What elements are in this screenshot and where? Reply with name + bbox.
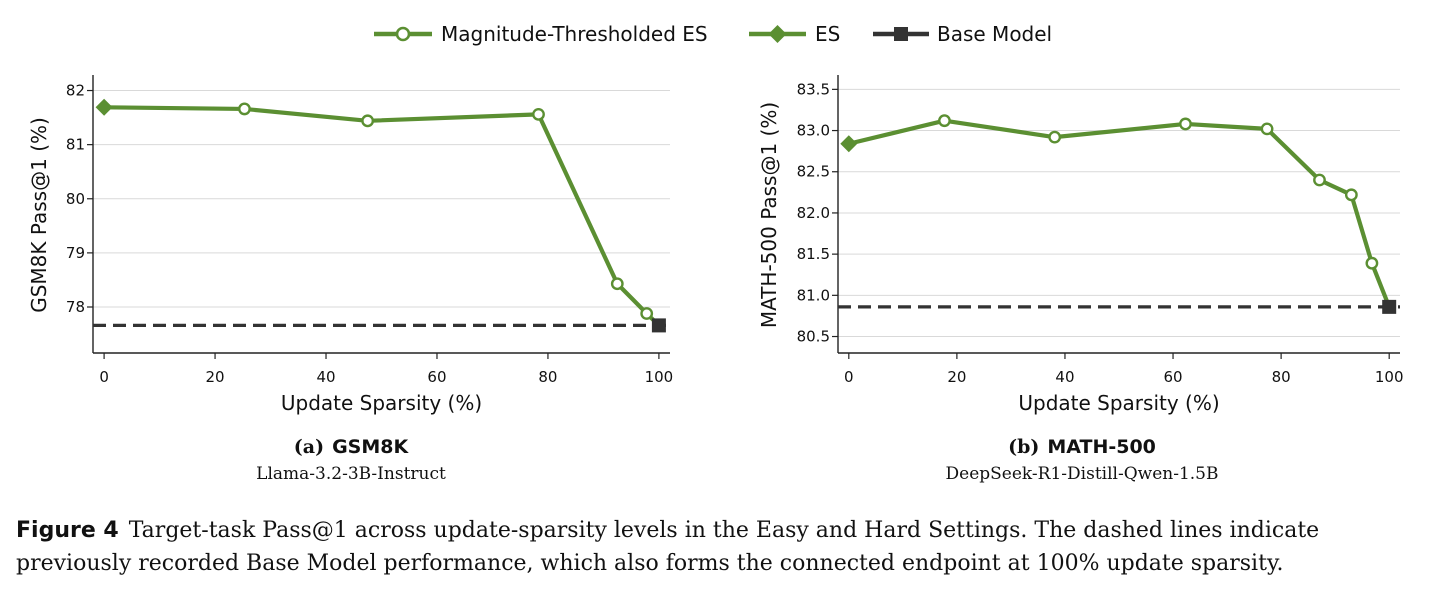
subcaption-tag: (a) xyxy=(294,436,324,458)
y-tick-label: 83.0 xyxy=(797,122,830,140)
y-tick-label: 78 xyxy=(66,298,85,316)
x-tick-label: 20 xyxy=(206,368,225,386)
data-point-base-model-square xyxy=(651,318,666,333)
chart-panel-2: 80.5 81.0 81.5 82.0 82.5 83.0 83.5 0 20 40 60 80 100… xyxy=(757,75,1404,484)
subcaption-tag: (b) xyxy=(1008,436,1039,458)
x-tick-label: 40 xyxy=(316,368,335,386)
data-point-open-circle xyxy=(238,102,251,116)
y-tick-label: 83.5 xyxy=(797,80,830,98)
data-point-open-circle xyxy=(640,307,654,320)
caption-text: Target-task Pass@1 across update-sparsit… xyxy=(16,518,1320,576)
data-point-open-circle xyxy=(1048,130,1062,144)
legend-open-circle-marker xyxy=(395,26,411,42)
figure-4: Magnitude-Thresholded ES ES Base Model 78 79… xyxy=(27,22,1404,484)
data-point-base-model-square xyxy=(1382,299,1397,314)
subcaption-title: (b) MATH-500 xyxy=(1008,436,1156,458)
x-tick-label: 0 xyxy=(844,368,854,386)
legend-item-3: Base Model xyxy=(873,22,1052,46)
x-axis-label: Update Sparsity (%) xyxy=(281,391,482,415)
subcaption-title: (a) GSM8K xyxy=(294,436,410,458)
y-tick-label: 81.5 xyxy=(797,245,830,263)
data-point-open-circle xyxy=(1260,122,1274,136)
legend-item-1: Magnitude-Thresholded ES xyxy=(374,22,708,46)
y-axis-label: GSM8K Pass@1 (%) xyxy=(27,117,51,313)
y-tick-label: 82.0 xyxy=(797,204,830,222)
y-tick-label: 80 xyxy=(66,190,85,208)
data-point-open-circle xyxy=(1313,173,1326,187)
x-tick-label: 100 xyxy=(645,368,674,386)
data-point-es-diamond xyxy=(95,98,113,116)
subcaption-model: Llama-3.2-3B-Instruct xyxy=(256,464,446,484)
y-axis-label: MATH-500 Pass@1 (%) xyxy=(757,102,781,328)
y-axis: 80.5 81.0 81.5 82.0 82.5 83.0 83.5 xyxy=(797,80,1400,346)
x-tick-label: 100 xyxy=(1375,368,1404,386)
y-tick-label: 81.0 xyxy=(797,286,830,304)
x-tick-label: 0 xyxy=(99,368,109,386)
x-axis: 0 20 40 60 80 100 xyxy=(844,353,1404,386)
series-line-magnitude-thresholded-es xyxy=(848,118,1392,308)
data-point-open-circle xyxy=(532,107,545,121)
x-axis: 0 20 40 60 80 100 xyxy=(99,353,673,386)
series-line-magnitude-thresholded-es xyxy=(104,105,661,327)
data-point-open-circle xyxy=(1365,256,1379,270)
chart-panel-1: 78 79 80 81 82 0 20 40 60 80 100 Update Sparsity (%… xyxy=(27,75,673,484)
data-point-es-diamond xyxy=(840,135,858,153)
x-tick-label: 80 xyxy=(1272,368,1291,386)
legend-label: Magnitude-Thresholded ES xyxy=(441,22,708,46)
y-tick-label: 82.5 xyxy=(797,163,830,181)
legend-label: Base Model xyxy=(937,22,1052,46)
data-point-open-circle xyxy=(938,114,951,128)
x-axis-label: Update Sparsity (%) xyxy=(1018,391,1219,415)
x-tick-label: 20 xyxy=(947,368,966,386)
data-point-open-circle xyxy=(361,114,375,128)
x-tick-label: 40 xyxy=(1055,368,1074,386)
y-tick-label: 80.5 xyxy=(797,328,830,346)
figure-caption: Figure 4 Target-task Pass@1 across update… xyxy=(16,514,1421,580)
y-axis: 78 79 80 81 82 xyxy=(66,82,670,316)
x-tick-label: 60 xyxy=(1163,368,1182,386)
caption-label: Figure 4 xyxy=(16,518,119,543)
data-point-open-circle xyxy=(1344,188,1358,202)
x-tick-label: 60 xyxy=(427,368,446,386)
x-tick-label: 80 xyxy=(538,368,557,386)
y-tick-label: 79 xyxy=(66,244,85,262)
subcaption-dataset: GSM8K xyxy=(332,436,409,458)
legend-square-marker xyxy=(894,27,908,41)
legend-item-2: ES xyxy=(749,22,840,46)
data-point-open-circle xyxy=(1179,117,1192,131)
subcaption-model: DeepSeek-R1-Distill-Qwen-1.5B xyxy=(946,464,1219,484)
subcaption-dataset: MATH-500 xyxy=(1047,436,1156,458)
legend: Magnitude-Thresholded ES ES Base Model xyxy=(374,22,1052,46)
y-tick-label: 82 xyxy=(66,82,85,100)
y-tick-label: 81 xyxy=(66,136,85,154)
data-point-open-circle xyxy=(610,277,624,291)
legend-diamond-marker xyxy=(768,25,787,43)
legend-label: ES xyxy=(815,22,840,46)
